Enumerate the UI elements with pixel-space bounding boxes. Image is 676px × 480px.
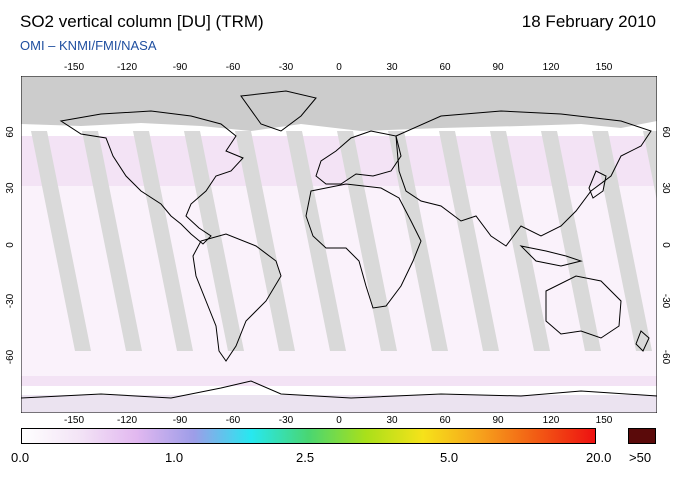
latitude-tick-label: -30 [660,293,671,308]
antarctica [21,380,657,399]
longitude-tick-label: 120 [542,62,560,73]
orbit-gap [592,131,652,351]
latitude-tick-label: 30 [660,182,671,194]
map-title: SO2 vertical column [DU] (TRM) [20,12,264,31]
map-subtitle: OMI – KNMI/FMI/NASA [20,38,157,53]
longitude-tick-label: 90 [492,415,504,426]
greenland [240,90,317,132]
longitude-tick-label: -30 [278,415,294,426]
colorbar-label: >50 [629,450,652,465]
latitude-tick-label: 30 [5,182,16,194]
orbit-gap [133,131,193,351]
longitude-tick-label: -150 [63,62,84,73]
indonesia [519,245,583,267]
orbit-gaps [31,131,657,351]
africa [305,183,422,309]
colorbar-label: 5.0 [440,450,459,465]
longitude-tick-label: 0 [336,415,342,426]
orbit-gap [643,131,657,201]
orbit-gap [490,131,550,351]
colorbar-overflow-swatch [628,428,656,444]
latitude-tick-label: -60 [5,349,16,365]
orbit-gap [82,131,142,351]
colorbar-label: 0.0 [11,450,30,465]
australia [545,275,622,339]
europe [315,130,402,185]
latitude-tick-label: 0 [5,241,16,248]
longitude-tick-label: 0 [336,62,342,73]
colorbar-label: 1.0 [165,450,184,465]
new-zealand [635,330,650,352]
longitude-tick-label: -120 [116,415,137,426]
longitude-tick-label: -30 [278,62,294,73]
asia [395,110,652,247]
longitude-tick-label: -60 [225,415,241,426]
orbit-gap [235,131,295,351]
so2-map [21,76,657,413]
latitude-tick-label: -60 [660,349,671,365]
orbit-gap [184,131,244,351]
longitude-tick-label: 150 [595,62,613,73]
colorbar [21,428,596,444]
colorbar-label: 20.0 [586,450,612,465]
longitude-tick-label: -60 [225,62,241,73]
latitude-tick-label: 60 [5,126,16,138]
latitude-tick-label: 60 [660,126,671,138]
south-america [192,233,282,362]
longitude-tick-label: 60 [439,415,451,426]
longitude-tick-label: 90 [492,62,504,73]
japan [588,170,607,199]
longitude-tick-label: 30 [386,62,398,73]
antarctic-band [21,395,657,413]
latitude-tick-label: -30 [5,293,16,308]
orbit-gap [286,131,346,351]
map-date: 18 February 2010 [521,12,656,31]
orbit-gap [541,131,601,351]
longitude-tick-label: 150 [595,415,613,426]
longitude-tick-label: 30 [386,415,398,426]
north-america [59,110,244,245]
longitude-tick-label: -150 [63,415,84,426]
longitude-tick-label: -90 [172,415,188,426]
orbit-gap [388,131,448,351]
orbit-gap [31,131,91,351]
longitude-tick-label: -90 [172,62,188,73]
longitude-tick-label: -120 [116,62,137,73]
longitude-tick-label: 120 [542,415,560,426]
coastlines [21,90,657,399]
polar-mask [21,76,657,131]
orbit-gap [337,131,397,351]
colorbar-label: 2.5 [296,450,315,465]
latitude-tick-label: 0 [660,241,671,248]
longitude-tick-label: 60 [439,62,451,73]
orbit-gap [439,131,499,351]
